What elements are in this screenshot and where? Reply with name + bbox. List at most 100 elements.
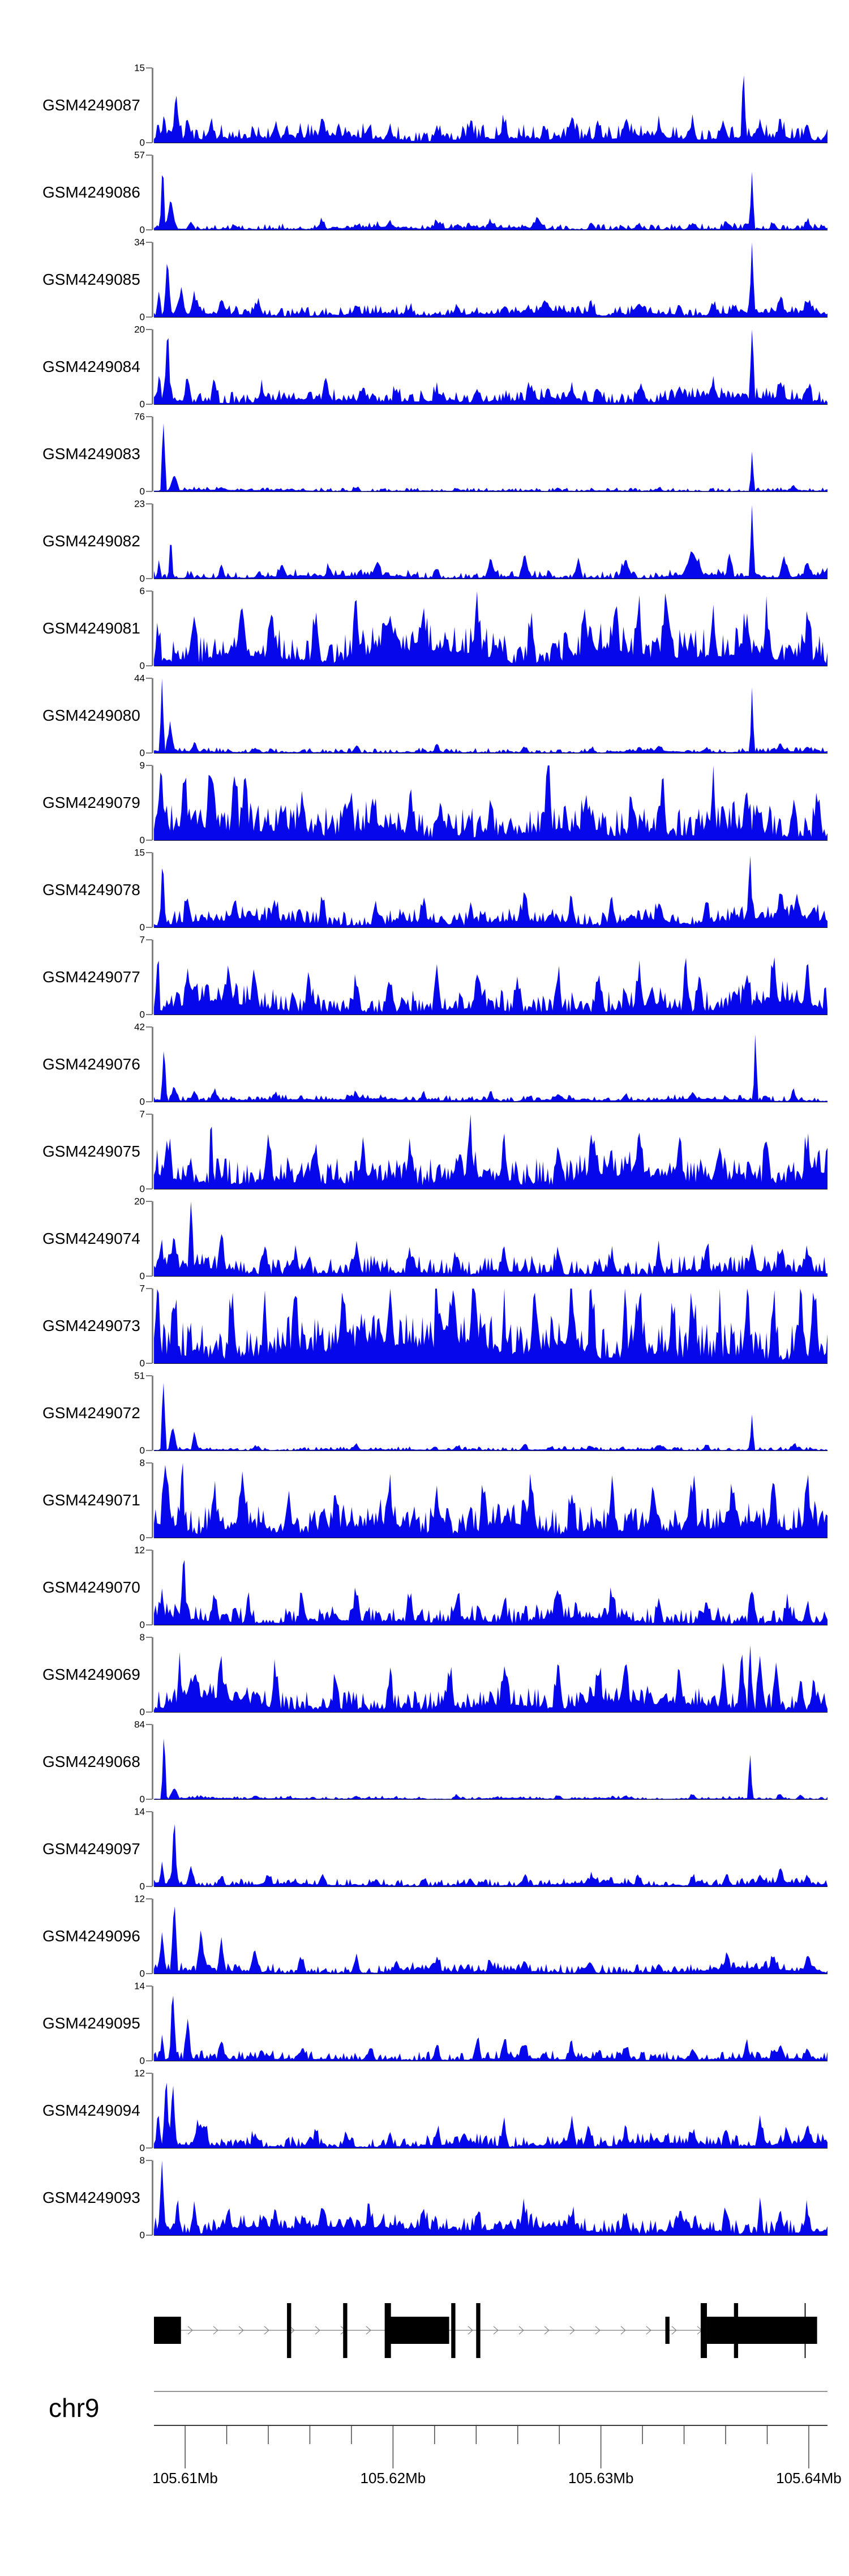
y-axis-zero-label: 0 <box>139 1794 145 1805</box>
y-axis-max-label: 84 <box>134 1719 145 1730</box>
signal-area-chart <box>154 678 827 753</box>
y-axis-tick <box>146 665 152 666</box>
signal-area-chart <box>154 505 827 579</box>
y-axis-tick <box>146 765 152 766</box>
track-row: GSM4249087 15 0 <box>0 63 849 148</box>
signal-area-chart <box>154 172 827 230</box>
exon-box <box>343 2303 348 2358</box>
exon-box <box>384 2303 391 2358</box>
y-axis-max-label: 14 <box>134 1806 145 1817</box>
y-axis-line <box>152 1114 153 1189</box>
y-axis-tick <box>146 2235 152 2236</box>
signal-area-chart <box>154 855 827 927</box>
y-axis-zero-label: 0 <box>139 660 145 671</box>
y-axis-line <box>152 68 153 143</box>
y-axis-line <box>152 1376 153 1450</box>
track-label: GSM4249084 <box>42 358 140 375</box>
genome-axis-track <box>154 2391 827 2468</box>
track-label: GSM4249094 <box>42 2102 140 2119</box>
track-label: GSM4249072 <box>42 1404 140 1422</box>
track-row: GSM4249097 14 0 <box>0 1807 849 1892</box>
y-axis-tick <box>146 1711 152 1713</box>
y-axis-zero-label: 0 <box>139 1881 145 1892</box>
y-axis-tick <box>146 229 152 230</box>
y-axis-tick <box>146 1276 152 1277</box>
y-axis-line <box>152 504 153 579</box>
track-row: GSM4249074 20 0 <box>0 1197 849 1281</box>
y-axis-line <box>152 1201 153 1276</box>
track-label: GSM4249086 <box>42 183 140 201</box>
signal-baseline <box>154 317 827 318</box>
y-axis-max-label: 12 <box>134 1544 145 1556</box>
y-axis-max-label: 15 <box>134 847 145 858</box>
strand-arrow-icon <box>595 2326 601 2335</box>
y-axis-tick <box>146 840 152 841</box>
y-axis-line <box>152 1986 153 2061</box>
y-axis-line <box>152 1899 153 1974</box>
y-axis-tick <box>146 939 152 940</box>
track-label: GSM4249078 <box>42 881 140 898</box>
y-axis-zero-label: 0 <box>139 399 145 410</box>
y-axis-line <box>152 330 153 404</box>
y-axis-line <box>152 155 153 230</box>
signal-baseline <box>154 927 827 928</box>
signal-baseline <box>154 404 827 405</box>
track-row: GSM4249070 12 0 <box>0 1546 849 1630</box>
y-axis-line <box>152 1725 153 1799</box>
strand-arrow-icon <box>544 2326 550 2335</box>
y-axis-line <box>152 1463 153 1538</box>
y-axis-tick <box>146 1537 152 1538</box>
track-row: GSM4249081 6 0 <box>0 587 849 671</box>
y-axis-line <box>152 1550 153 1625</box>
y-axis-max-label: 14 <box>134 1980 145 1992</box>
y-axis-max-label: 51 <box>134 1370 145 1381</box>
strand-arrow-icon <box>518 2326 524 2335</box>
axis-tick-label: 105.63Mb <box>568 2470 634 2487</box>
y-axis-tick <box>146 1188 152 1189</box>
signal-area-chart <box>154 765 827 840</box>
y-axis-zero-label: 0 <box>139 1445 145 1456</box>
y-axis-tick <box>146 1898 152 1899</box>
track-label: GSM4249081 <box>42 619 140 637</box>
y-axis-tick <box>146 1201 152 1202</box>
y-axis-zero-label: 0 <box>139 1183 145 1195</box>
track-row: GSM4249068 84 0 <box>0 1720 849 1804</box>
y-axis-max-label: 9 <box>139 760 145 771</box>
y-axis-max-label: 8 <box>139 1632 145 1643</box>
y-axis-line <box>152 1027 153 1102</box>
strand-arrow-icon <box>671 2326 677 2335</box>
y-axis-line <box>152 1812 153 1886</box>
axis-tick-label: 105.61Mb <box>152 2470 218 2487</box>
y-axis-line <box>152 2073 153 2148</box>
exon-box <box>154 2317 181 2344</box>
track-label: GSM4249095 <box>42 2014 140 2032</box>
track-row: GSM4249085 34 0 <box>0 238 849 322</box>
signal-baseline <box>154 1712 827 1713</box>
signal-area-chart <box>154 2082 827 2148</box>
track-label: GSM4249080 <box>42 707 140 724</box>
strand-arrow-icon <box>620 2326 626 2335</box>
track-row: GSM4249072 51 0 <box>0 1371 849 1456</box>
y-axis-zero-label: 0 <box>139 1968 145 1979</box>
strand-arrow-icon <box>238 2326 244 2335</box>
signal-baseline <box>154 2235 827 2236</box>
strand-arrow-icon <box>569 2326 575 2335</box>
y-axis-max-label: 23 <box>134 498 145 510</box>
strand-arrow-icon <box>187 2326 193 2335</box>
y-axis-zero-label: 0 <box>139 573 145 584</box>
exon-box <box>451 2303 456 2358</box>
y-axis-tick <box>146 1288 152 1289</box>
strand-arrow-icon <box>493 2326 499 2335</box>
track-label: GSM4249096 <box>42 1927 140 1945</box>
y-axis-line <box>152 940 153 1015</box>
exon-box <box>665 2317 670 2344</box>
y-axis-max-label: 20 <box>134 324 145 335</box>
track-row: GSM4249076 42 0 <box>0 1022 849 1107</box>
y-axis-zero-label: 0 <box>139 1706 145 1718</box>
track-label: GSM4249093 <box>42 2189 140 2206</box>
y-axis-tick <box>146 416 152 417</box>
y-axis-zero-label: 0 <box>139 1096 145 1107</box>
track-row: GSM4249094 12 0 <box>0 2069 849 2153</box>
signal-area-chart <box>154 1289 827 1363</box>
